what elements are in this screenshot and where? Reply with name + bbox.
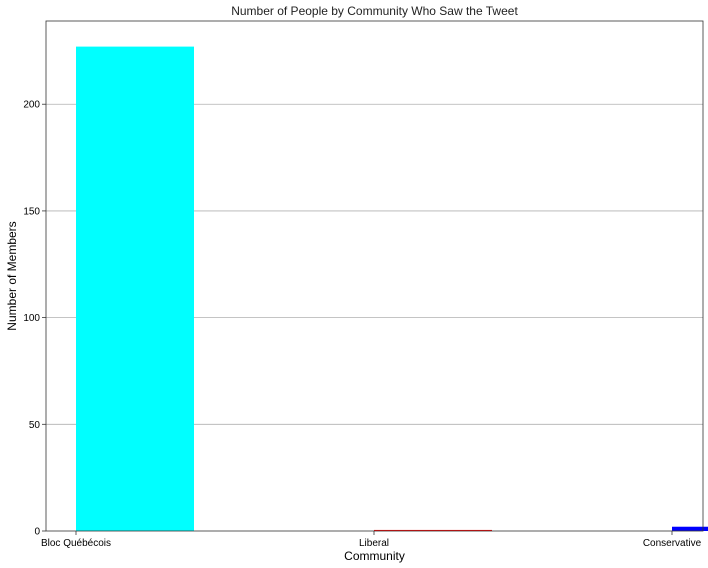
x-axis-label: Community [344,549,405,563]
y-axis: 0 50 100 150 200 [23,100,46,538]
bars [76,46,708,532]
bar-liberal [374,529,492,531]
y-tick-label-150: 150 [23,206,40,217]
plot-frame [45,20,704,532]
x-tick-label-1: Liberal [359,538,389,549]
y-axis-label: Number of Members [5,221,19,330]
y-tick-label-0: 0 [34,527,40,538]
y-tick-label-100: 100 [23,313,40,324]
y-tick-label-200: 200 [23,100,40,111]
bar-conservative [672,526,708,531]
bar-bloc-qu-b-cois [76,46,194,532]
chart-title: Number of People by Community Who Saw th… [231,4,518,18]
x-tick-label-0: Bloc Québécois [41,538,111,549]
x-axis: Bloc Québécois Liberal Conservative [41,531,702,549]
y-tick-label-50: 50 [29,420,41,431]
x-tick-label-2: Conservative [643,538,702,549]
